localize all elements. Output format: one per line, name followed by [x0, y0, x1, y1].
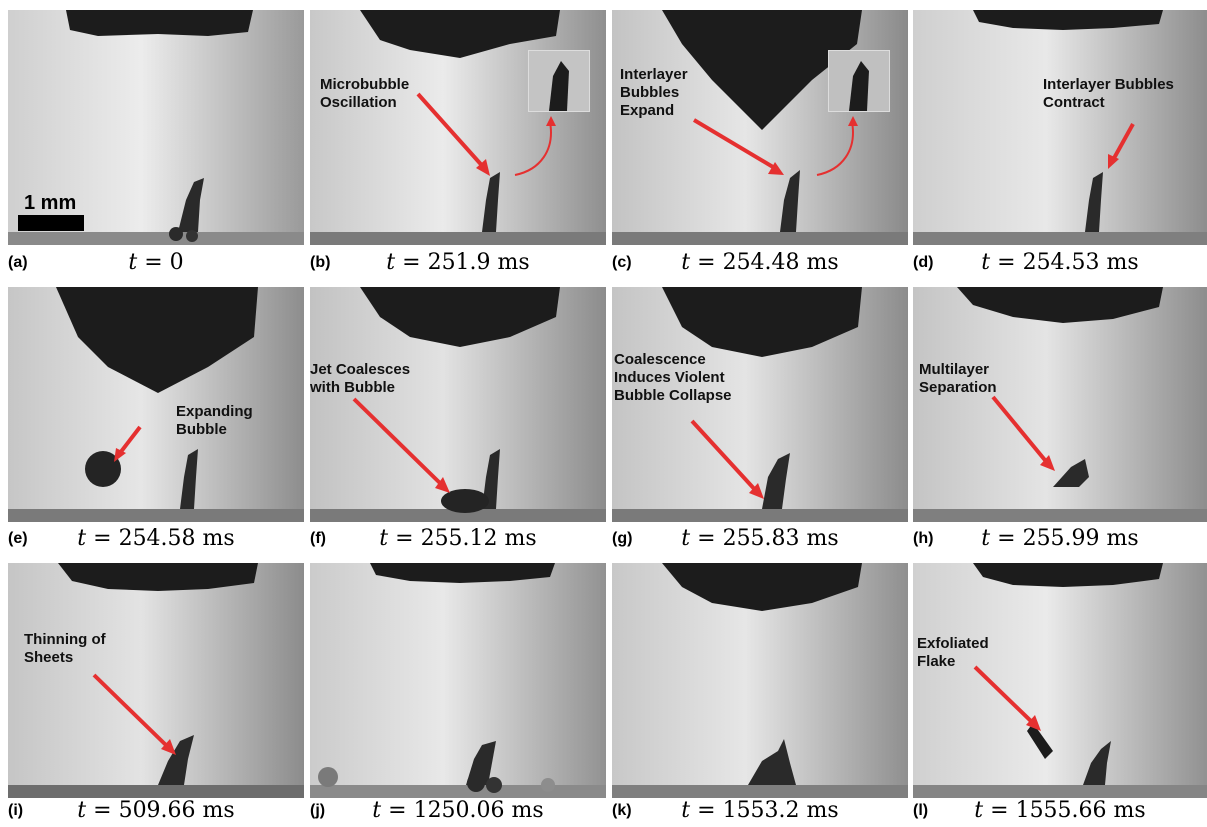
panel-label-f: (f): [310, 530, 326, 547]
frame-image-l: [913, 563, 1207, 798]
caption-d: (d) t = 254.53 ms: [913, 248, 1207, 278]
annotation-f: Jet Coalesces with Bubble: [310, 361, 411, 396]
caption-l: (l) t = 1555.66 ms: [913, 796, 1207, 826]
caption-c: (c) t = 254.48 ms: [612, 248, 908, 278]
panel-label-b: (b): [310, 254, 331, 271]
caption-k: (k) t = 1553.2 ms: [612, 796, 908, 826]
frame-image-d: [913, 10, 1207, 245]
panel-k: [612, 563, 908, 798]
scale-bar-label: 1 mm: [24, 192, 77, 214]
caption-f: (f) t = 255.12 ms: [310, 524, 606, 554]
inset-zoom-b: [528, 50, 590, 112]
frame-image-g: [612, 287, 908, 522]
caption-h: (h) t = 255.99 ms: [913, 524, 1207, 554]
panel-c: Interlayer Bubbles Expand: [612, 10, 908, 245]
inset-zoom-c: [828, 50, 890, 112]
panel-g: Coalescence Induces Violent Bubble Collaps…: [612, 287, 908, 522]
panel-f: Jet Coalesces with Bubble: [310, 287, 606, 522]
caption-a: (a) t = 0: [8, 248, 304, 278]
panel-label-a: (a): [8, 254, 28, 271]
frame-image-b: [310, 10, 606, 245]
panel-b: Microbubble Oscillation: [310, 10, 606, 245]
panel-j: [310, 563, 606, 798]
panel-h: Multilayer Separation: [913, 287, 1207, 522]
panel-label-j: (j): [310, 802, 326, 819]
frame-image-f: [310, 287, 606, 522]
frame-image-h: [913, 287, 1207, 522]
frame-image-e: [8, 287, 304, 522]
annotation-h: Multilayer Separation: [919, 361, 997, 396]
panel-i: Thinning of Sheets: [8, 563, 304, 798]
frame-image-k: [612, 563, 908, 798]
panel-label-i: (i): [8, 802, 24, 819]
annotation-b: Microbubble Oscillation: [320, 76, 410, 111]
annotation-c: Interlayer Bubbles Expand: [620, 66, 688, 119]
annotation-d: Interlayer Bubbles Contract: [1043, 76, 1174, 111]
panel-e: Expanding Bubble: [8, 287, 304, 522]
panel-a: 1 mm: [8, 10, 304, 245]
panel-l: Exfoliated Flake: [913, 563, 1207, 798]
caption-i: (i) t = 509.66 ms: [8, 796, 304, 826]
panel-label-h: (h): [913, 530, 934, 547]
caption-e: (e) t = 254.58 ms: [8, 524, 304, 554]
caption-j: (j) t = 1250.06 ms: [310, 796, 606, 826]
panel-label-c: (c): [612, 254, 632, 271]
frame-image-c: [612, 10, 908, 245]
annotation-l: Exfoliated Flake: [917, 635, 989, 670]
annotation-i: Thinning of Sheets: [24, 631, 106, 666]
panel-label-d: (d): [913, 254, 934, 271]
panel-label-g: (g): [612, 530, 633, 547]
caption-b: (b) t = 251.9 ms: [310, 248, 606, 278]
panel-label-k: (k): [612, 802, 632, 819]
frame-image-i: [8, 563, 304, 798]
annotation-g: Coalescence Induces Violent Bubble Collaps…: [614, 351, 732, 404]
frame-image-a: [8, 10, 304, 245]
panel-label-l: (l): [913, 802, 929, 819]
scale-bar: [18, 215, 84, 231]
panel-d: Interlayer Bubbles Contract: [913, 10, 1207, 245]
caption-g: (g) t = 255.83 ms: [612, 524, 908, 554]
annotation-e: Expanding Bubble: [176, 403, 253, 438]
frame-image-j: [310, 563, 606, 798]
panel-label-e: (e): [8, 530, 28, 547]
